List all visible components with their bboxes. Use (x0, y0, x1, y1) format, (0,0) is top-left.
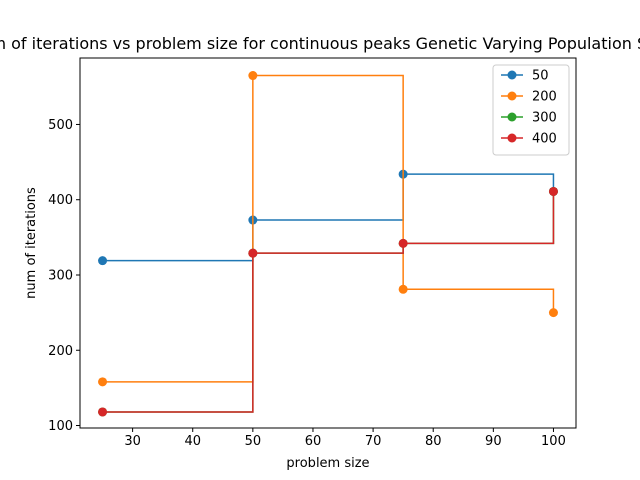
legend-label: 200 (532, 90, 557, 105)
legend-label: 300 (532, 111, 557, 126)
data-point-50 (98, 256, 108, 266)
plot-area (98, 71, 558, 417)
y-tick-label: 500 (48, 118, 73, 133)
data-point-400 (248, 248, 258, 258)
data-point-400 (98, 407, 108, 417)
series-line-50 (102, 173, 555, 262)
data-point-200 (398, 284, 408, 294)
series-400 (98, 186, 558, 417)
x-tick-label: 90 (485, 434, 502, 449)
chart-title: num of iterations vs problem size for co… (0, 34, 640, 53)
legend-label: 400 (532, 132, 557, 147)
x-tick-label: 50 (245, 434, 262, 449)
legend-swatch-marker (507, 133, 517, 143)
y-axis-label: num of iterations (24, 187, 39, 299)
y-tick-label: 300 (48, 268, 73, 283)
series-line-300 (102, 191, 555, 413)
series-line-200 (102, 74, 555, 383)
legend-box (492, 64, 570, 156)
x-tick-label: 100 (541, 434, 566, 449)
plot-frame (79, 57, 577, 429)
legend-item: 400 (501, 132, 557, 147)
data-point-400 (398, 238, 408, 248)
legend-swatch-marker (507, 70, 517, 80)
data-point-200 (548, 308, 558, 318)
x-tick-label: 30 (124, 434, 141, 449)
y-tick-label: 100 (48, 419, 73, 434)
series-50 (98, 169, 558, 266)
legend-swatch-marker (507, 91, 517, 101)
x-axis-label: problem size (286, 456, 369, 471)
y-tick-label: 200 (48, 344, 73, 359)
data-point-200 (98, 377, 108, 387)
series-line-400 (102, 191, 555, 413)
y-tick-label: 400 (48, 193, 73, 208)
x-tick-label: 80 (425, 434, 442, 449)
legend-item: 50 (501, 69, 549, 84)
data-point-200 (248, 71, 258, 81)
x-tick-label: 40 (184, 434, 201, 449)
x-tick-label: 60 (305, 434, 322, 449)
legend-swatch-marker (507, 112, 517, 122)
legend-item: 300 (501, 111, 557, 126)
legend-label: 50 (532, 69, 549, 84)
x-tick-label: 70 (365, 434, 382, 449)
legend-item: 200 (501, 90, 557, 105)
series-200 (98, 71, 558, 387)
axis-ticks: 30 40 50 60 70 80 90 100 100 200 300 400 500 (48, 118, 566, 449)
legend: 50 200 300 400 (492, 64, 570, 156)
data-point-400 (548, 186, 558, 196)
